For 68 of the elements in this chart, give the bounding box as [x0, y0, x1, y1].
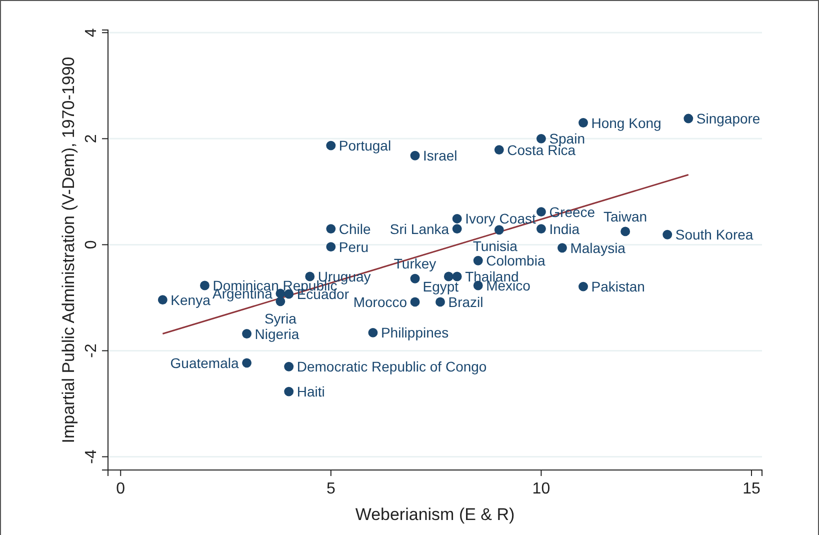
point	[452, 272, 462, 282]
y-tick-label: -4	[83, 450, 100, 464]
point	[662, 230, 672, 240]
annotation: Chile	[338, 220, 372, 237]
point	[620, 226, 630, 236]
point	[242, 329, 252, 338]
point	[578, 282, 588, 292]
point	[326, 242, 336, 252]
point	[536, 134, 546, 144]
annotation: Portugal	[338, 138, 392, 154]
y-tick-label: 0	[83, 240, 100, 250]
point	[326, 224, 336, 234]
point	[444, 272, 454, 282]
point	[326, 140, 336, 150]
annotation: Sri Lanka	[390, 220, 450, 237]
annotation: Peru	[338, 238, 368, 255]
point	[494, 145, 504, 155]
point	[452, 214, 462, 224]
annotation: Guatemala	[170, 354, 240, 371]
point	[436, 297, 445, 307]
annotation: Malaysia	[570, 240, 626, 256]
y-axis-title: Impartial Public Administration (V-Dem), 1970-1990	[59, 56, 78, 444]
annotation: Morocco	[353, 294, 408, 310]
x-tick-label: 0	[116, 480, 126, 498]
annotation: Haiti	[296, 384, 325, 400]
annotation: Turkey	[394, 256, 436, 272]
point	[684, 114, 694, 124]
point	[284, 386, 294, 396]
annotation: Philippines	[380, 324, 449, 341]
annotation: Egypt	[422, 278, 459, 295]
x-axis-title: Weberianism (E & R)	[355, 505, 515, 524]
point	[410, 297, 420, 307]
point	[473, 256, 483, 266]
annotation: Democratic Republic of Congo	[296, 358, 487, 375]
annotation: Singapore	[696, 110, 760, 127]
point	[200, 280, 210, 290]
y-tick-label: -2	[83, 344, 100, 358]
point	[536, 207, 546, 217]
annotation: Kenya	[170, 292, 211, 308]
annotation: Ivory Coast	[465, 210, 536, 227]
annotation: Taiwan	[604, 208, 648, 224]
point	[410, 150, 420, 160]
x-tick-label: 10	[532, 480, 550, 498]
point	[276, 296, 286, 306]
annotation: Brazil	[448, 294, 484, 310]
point	[536, 224, 546, 234]
annotation: Pakistan	[591, 278, 645, 295]
x-tick-label: 5	[326, 480, 336, 498]
annotation: South Korea	[675, 226, 754, 243]
y-tick-label: 2	[83, 134, 100, 144]
annotation: India	[549, 220, 580, 237]
point	[410, 274, 420, 284]
y-tick-label: 4	[83, 28, 100, 38]
point	[452, 224, 462, 234]
point	[158, 295, 168, 305]
point	[494, 225, 504, 235]
annotation: Syria	[264, 310, 297, 326]
point	[558, 243, 567, 253]
point	[368, 328, 378, 338]
annotation: Nigeria	[254, 326, 300, 342]
point	[242, 358, 252, 368]
annotation: Israel	[423, 148, 458, 164]
x-tick-label: 15	[742, 480, 760, 498]
annotation: Hong Kong	[591, 114, 662, 131]
point	[284, 362, 294, 372]
point	[578, 118, 588, 128]
annotation: Tunisia	[472, 238, 518, 254]
annotation: Colombia	[486, 252, 546, 269]
